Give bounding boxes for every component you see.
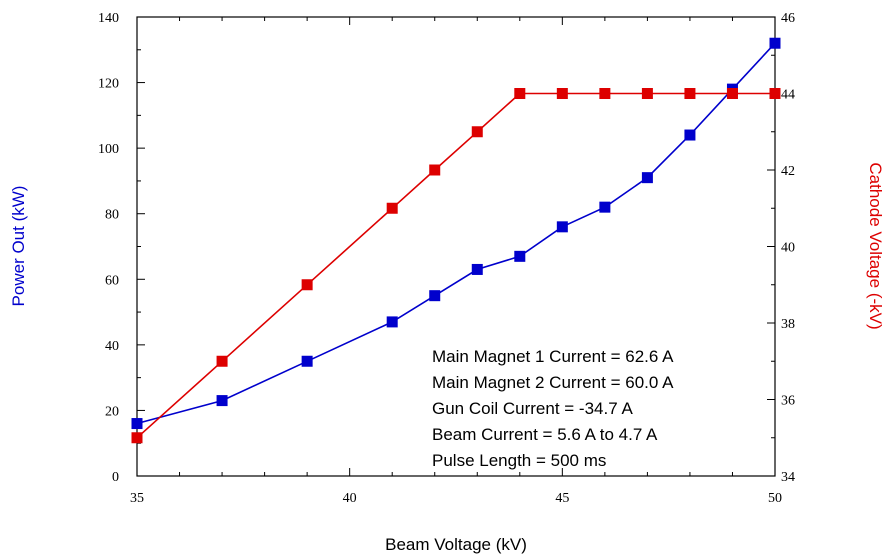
data-point-power-out xyxy=(556,221,568,233)
x-tick-label: 45 xyxy=(555,491,569,506)
annotation-gun-coil: Gun Coil Current = -34.7 A xyxy=(432,399,633,418)
x-tick-label: 40 xyxy=(343,491,357,506)
data-point-cathode-voltage xyxy=(386,202,398,214)
data-point-power-out xyxy=(684,129,696,141)
data-point-power-out xyxy=(429,290,441,302)
y-tick-label: 20 xyxy=(105,404,119,419)
x-tick-label: 50 xyxy=(768,491,782,506)
y2-tick-label: 46 xyxy=(781,11,795,26)
data-point-cathode-voltage xyxy=(429,164,441,176)
y2-tick-label: 38 xyxy=(781,317,795,332)
data-point-power-out xyxy=(386,316,398,328)
data-point-power-out xyxy=(641,172,653,184)
data-point-cathode-voltage xyxy=(131,432,143,444)
data-point-cathode-voltage xyxy=(471,126,483,138)
data-point-cathode-voltage xyxy=(641,88,653,99)
x-tick-label: 35 xyxy=(130,491,144,506)
y-tick-label: 80 xyxy=(105,208,119,223)
left-y-axis-title: Power Out (kW) xyxy=(9,186,28,307)
y-tick-label: 60 xyxy=(105,273,119,288)
y-tick-label: 100 xyxy=(98,142,119,157)
data-point-power-out xyxy=(216,395,228,407)
y-tick-label: 40 xyxy=(105,339,119,354)
y2-tick-label: 34 xyxy=(781,470,795,485)
data-point-cathode-voltage xyxy=(599,88,611,99)
data-point-power-out xyxy=(769,37,781,49)
data-point-cathode-voltage xyxy=(684,88,696,99)
data-point-power-out xyxy=(131,418,143,430)
y-tick-label: 120 xyxy=(98,77,119,92)
data-point-power-out xyxy=(514,250,526,262)
y2-tick-label: 36 xyxy=(781,394,795,409)
y2-tick-label: 44 xyxy=(781,88,795,103)
y2-tick-label: 42 xyxy=(781,164,795,179)
data-point-power-out xyxy=(599,201,611,213)
data-point-power-out xyxy=(301,355,313,367)
axis-ticks xyxy=(136,16,776,477)
x-axis-title: Beam Voltage (kV) xyxy=(385,535,527,554)
series-markers xyxy=(131,37,781,444)
series-line-power-out xyxy=(136,42,776,425)
tick-labels: 35 40 45 50 0 20 40 60 80 100 120 140 34 36 38 40 42 44 46 xyxy=(98,11,795,506)
data-point-power-out xyxy=(471,263,483,275)
data-point-cathode-voltage xyxy=(726,88,738,99)
y-tick-label: 0 xyxy=(112,470,119,485)
data-point-cathode-voltage xyxy=(514,88,526,99)
annotation-pulse-length: Pulse Length = 500 ms xyxy=(432,451,606,470)
right-y-axis-title: Cathode Voltage (-kV) xyxy=(866,162,885,329)
y-tick-label: 140 xyxy=(98,11,119,26)
data-point-cathode-voltage xyxy=(216,355,228,367)
data-point-cathode-voltage xyxy=(769,88,781,99)
data-point-cathode-voltage xyxy=(301,279,313,291)
annotation-main-magnet-1: Main Magnet 1 Current = 62.6 A xyxy=(432,347,674,366)
annotation-beam-current: Beam Current = 5.6 A to 4.7 A xyxy=(432,425,658,444)
y2-tick-label: 40 xyxy=(781,241,795,256)
data-point-cathode-voltage xyxy=(556,88,568,99)
annotation-main-magnet-2: Main Magnet 2 Current = 60.0 A xyxy=(432,373,674,392)
